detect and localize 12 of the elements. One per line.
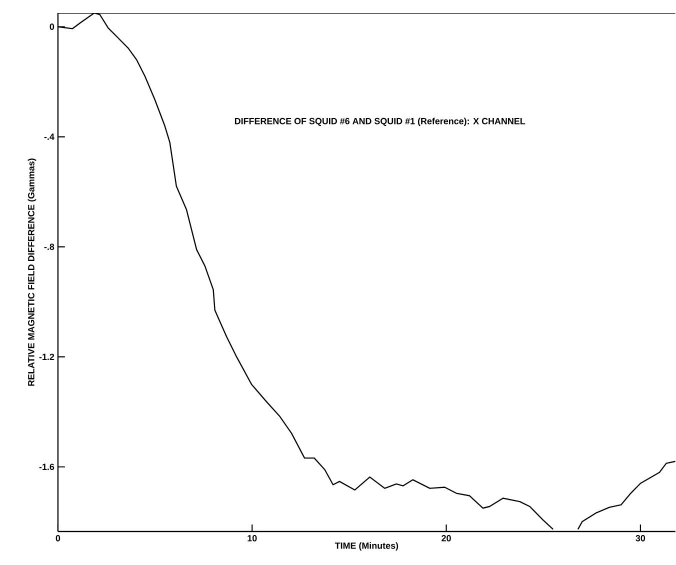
- y-tick-label: -1.6: [39, 463, 54, 470]
- y-tick-label: -.4: [44, 133, 54, 140]
- y-tick-label: -.8: [44, 243, 54, 250]
- y-axis-title: RELATIVE MAGNETIC FIELD DIFFERENCE (Gammas): [28, 158, 36, 386]
- x-tick-label: 30: [636, 534, 646, 542]
- x-axis-title: TIME (Minutes): [334, 542, 398, 550]
- x-tick-label: 10: [248, 534, 257, 542]
- x-tick-label: 20: [442, 534, 451, 542]
- y-tick-label: -1.2: [39, 353, 54, 360]
- y-tick-label: 0: [50, 23, 54, 30]
- annotation: DIFFERENCE OF SQUID #6 AND SQUID #1 (Reference): X CHANNEL: [234, 117, 526, 126]
- x-tick-label: 0: [56, 534, 60, 542]
